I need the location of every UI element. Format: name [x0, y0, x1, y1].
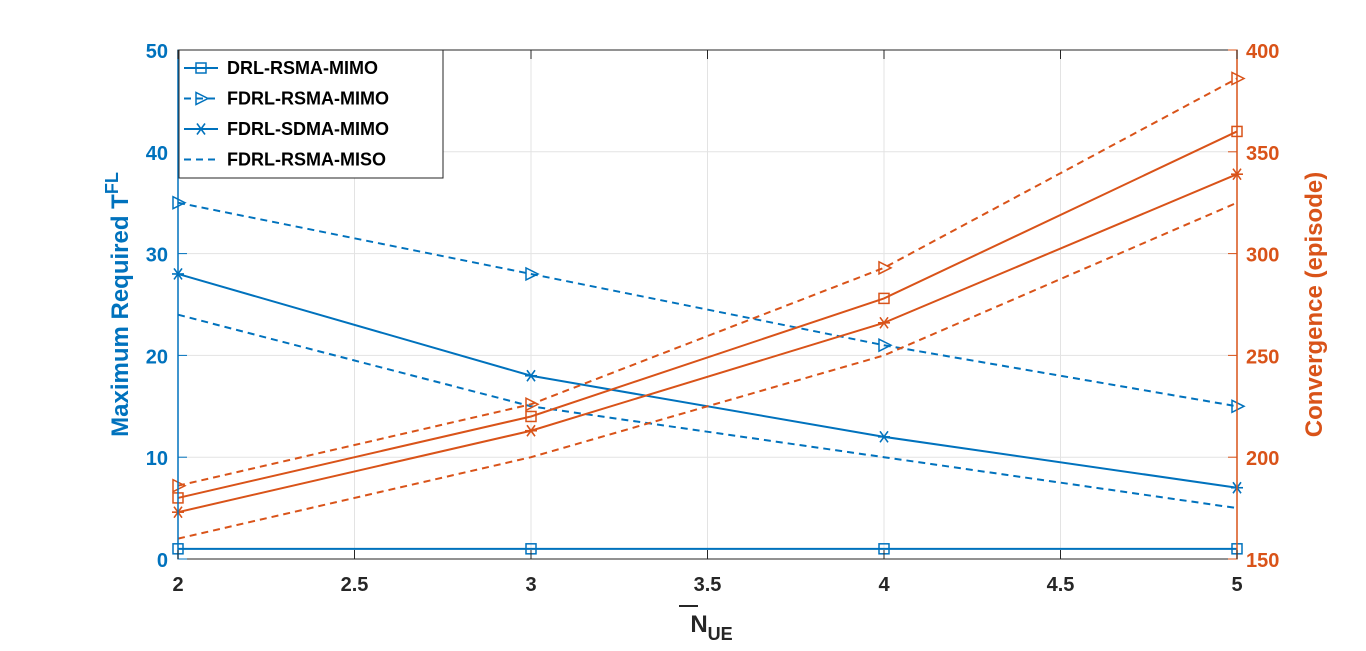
asterisk-marker — [878, 316, 890, 329]
series-line — [177, 313, 1238, 510]
right-y-tick-label: 350 — [1246, 143, 1279, 165]
left-y-tick-label: 50 — [146, 41, 168, 63]
square-marker — [878, 292, 890, 305]
right-y-tick-label: 400 — [1246, 41, 1279, 63]
right-y-tick-label: 150 — [1246, 550, 1279, 572]
asterisk-stroke — [879, 430, 889, 443]
x-tick-label: 2.5 — [341, 574, 369, 596]
square-marker — [525, 410, 537, 423]
series-line — [177, 77, 1238, 487]
x-axis: 2 2.5 3 3.5 4 4.5 5 — [172, 50, 1243, 596]
x-tick-label: 3 — [525, 574, 536, 596]
asterisk-stroke — [526, 424, 536, 437]
triangle-marker — [878, 260, 893, 276]
left-y-tick-label: 30 — [146, 245, 168, 267]
legend-label: FDRL-RSMA-MIMO — [227, 89, 389, 109]
plot-series — [172, 71, 1246, 555]
triangle-marker — [1231, 71, 1246, 86]
series-line — [177, 201, 1238, 408]
legend: DRL-RSMA-MIMO FDRL-RSMA-MIMO FDRL-SDMA-MIM… — [178, 49, 444, 179]
asterisk-stroke — [879, 316, 889, 329]
triangle-marker — [525, 266, 540, 282]
right-y-tick-label: 300 — [1246, 245, 1279, 267]
left-y-tick-label: 10 — [146, 448, 168, 470]
triangle-marker — [1231, 399, 1246, 414]
legend-item: FDRL-SDMA-MIMO — [184, 119, 389, 139]
legend-label: DRL-RSMA-MIMO — [227, 58, 378, 78]
legend-box — [178, 49, 444, 179]
x-axis-label-main: N — [690, 611, 707, 638]
x-tick-label: 4 — [878, 574, 890, 596]
right-y-tick-label: 200 — [1246, 448, 1279, 470]
legend-item: FDRL-RSMA-MIMO — [184, 89, 389, 109]
left-y-tick-label: 40 — [146, 143, 168, 165]
series-line — [177, 173, 1238, 514]
x-tick-label: 3.5 — [694, 574, 722, 596]
left-y-tick-label: 20 — [146, 346, 168, 368]
triangle-marker — [195, 91, 210, 106]
legend-label: FDRL-RSMA-MISO — [227, 150, 386, 170]
series-left-fdrl-rsma-miso — [177, 313, 1238, 510]
asterisk-marker — [525, 424, 537, 437]
triangle-marker — [525, 397, 540, 412]
triangle-marker — [172, 195, 187, 210]
asterisk-marker — [878, 430, 890, 443]
right-y-axis-label: Convergence (episode) — [1301, 172, 1328, 437]
right-y-tick-label: 250 — [1246, 346, 1279, 368]
x-tick-label: 2 — [172, 574, 183, 596]
asterisk-marker — [195, 123, 207, 135]
series-left-fdrl-rsma-mimo — [172, 195, 1246, 414]
series-right-fdrl-rsma-mimo — [172, 71, 1246, 493]
right-y-axis: 150 200 250 300 350 400 — [1228, 41, 1279, 572]
x-axis-label-sub: UE — [708, 624, 733, 644]
legend-item: FDRL-RSMA-MISO — [184, 150, 386, 170]
asterisk-marker — [525, 369, 537, 382]
legend-label: FDRL-SDMA-MIMO — [227, 119, 389, 139]
asterisk-stroke — [526, 369, 536, 382]
series-right-fdrl-rsma-miso — [177, 201, 1238, 540]
triangle-marker — [878, 338, 893, 353]
left-y-axis-label: Maximum Required TFL — [102, 172, 134, 437]
series-line — [177, 130, 1238, 499]
triangle-marker — [172, 478, 187, 493]
left-y-axis-label-main: Maximum Required T — [107, 194, 134, 437]
x-tick-label: 5 — [1231, 574, 1242, 596]
legend-item: DRL-RSMA-MIMO — [184, 58, 378, 78]
left-y-tick-label: 0 — [157, 550, 168, 572]
square-marker — [195, 62, 207, 74]
x-tick-label: 4.5 — [1047, 574, 1075, 596]
series-line — [177, 201, 1238, 540]
left-y-axis-label-sup: FL — [102, 172, 122, 194]
x-axis-label: NUE — [690, 611, 732, 644]
asterisk-stroke — [196, 123, 206, 135]
